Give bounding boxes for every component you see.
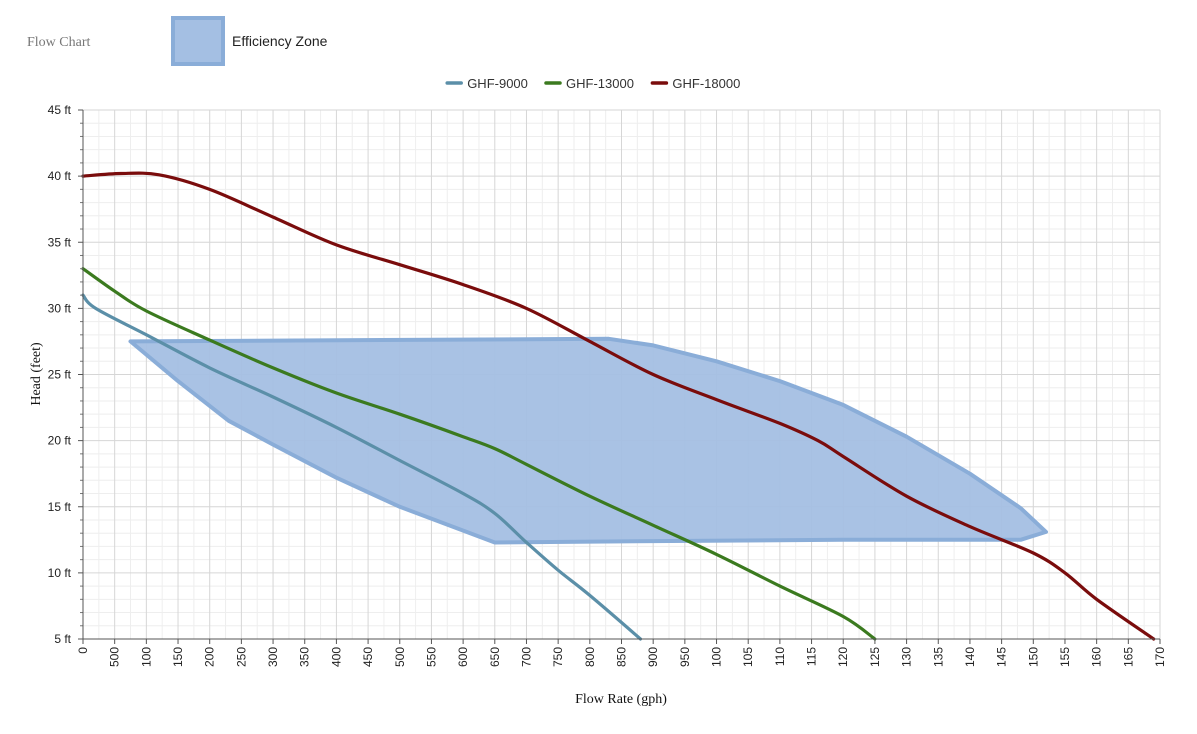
x-tick-label: 400: [329, 647, 343, 667]
legend-label: GHF-13000: [566, 76, 634, 91]
x-tick-label: 115: [805, 647, 819, 666]
x-tick-label: 170: [1153, 647, 1167, 667]
x-tick-label: 110: [773, 647, 787, 666]
zone-legend[interactable]: Efficiency Zone: [171, 16, 328, 66]
x-tick-label: 140: [963, 647, 977, 667]
x-tick-label: 135: [931, 647, 945, 667]
x-tick-label: 155: [1058, 647, 1072, 667]
x-tick-label: 105: [741, 647, 755, 667]
x-tick-label: 120: [836, 647, 850, 667]
x-tick-label: 125: [868, 647, 882, 667]
x-tick-label: 350: [298, 647, 312, 667]
page-title: Flow Chart: [27, 35, 91, 50]
x-tick-label: 250: [234, 647, 248, 667]
x-tick-label: 550: [424, 647, 438, 667]
y-tick-label: 35 ft: [48, 235, 72, 249]
x-axis-title: Flow Rate (gph): [575, 692, 667, 707]
x-tick-label: 200: [203, 647, 217, 667]
efficiency-zone-layer: [128, 336, 1048, 545]
series-line-ghf-9000: [81, 293, 643, 641]
y-axis-title: Head (feet): [29, 342, 44, 406]
zone-legend-swatch[interactable]: [171, 16, 225, 66]
x-tick-label: 450: [361, 647, 375, 667]
x-tick-label: 100: [710, 647, 724, 667]
series-line-ghf-13000: [81, 267, 877, 641]
legend-item-ghf-9000[interactable]: GHF-9000: [445, 76, 528, 91]
x-tick-label: 100: [139, 647, 153, 667]
y-tick-label: 25 ft: [48, 368, 72, 382]
y-tick-label: 40 ft: [48, 169, 72, 183]
series-layer: [81, 171, 1156, 641]
x-tick-label: 650: [488, 647, 502, 667]
x-tick-label: 300: [266, 647, 280, 667]
x-tick-label: 950: [678, 647, 692, 667]
legend-item-ghf-18000[interactable]: GHF-18000: [650, 76, 740, 91]
y-tick-label: 10 ft: [48, 566, 72, 580]
y-tick-label: 45 ft: [48, 103, 72, 117]
y-tick-label: 15 ft: [48, 500, 72, 514]
x-tick-label: 165: [1121, 647, 1135, 667]
y-tick-label: 5 ft: [54, 632, 71, 646]
x-tick-label: 600: [456, 647, 470, 667]
axes: 0 500 100 150 200 250 300 350 400 450 500 550 600 650…: [48, 103, 1167, 667]
legend-label: GHF-9000: [467, 76, 528, 91]
x-tick-label: 130: [900, 647, 914, 667]
x-tick-label: 800: [583, 647, 597, 667]
x-tick-label: 160: [1090, 647, 1104, 667]
legend-item-ghf-13000[interactable]: GHF-13000: [544, 76, 634, 91]
x-tick-label: 500: [393, 647, 407, 667]
x-tick-label: 500: [108, 647, 122, 667]
series-line-ghf-18000: [81, 171, 1156, 641]
x-tick-label: 750: [551, 647, 565, 667]
x-tick-label: 145: [995, 647, 1009, 667]
efficiency-zone: [128, 336, 1048, 545]
x-tick-label: 150: [1026, 647, 1040, 667]
y-tick-label: 20 ft: [48, 434, 72, 448]
x-tick-label: 0: [76, 647, 90, 654]
legend: GHF-9000 GHF-13000 GHF-18000: [445, 76, 740, 91]
x-tick-label: 150: [171, 647, 185, 667]
x-tick-label: 700: [519, 647, 533, 667]
x-tick-label: 900: [646, 647, 660, 667]
y-tick-label: 30 ft: [48, 301, 72, 315]
x-tick-label: 850: [615, 647, 629, 667]
zone-legend-label: Efficiency Zone: [232, 33, 328, 49]
legend-label: GHF-18000: [672, 76, 740, 91]
